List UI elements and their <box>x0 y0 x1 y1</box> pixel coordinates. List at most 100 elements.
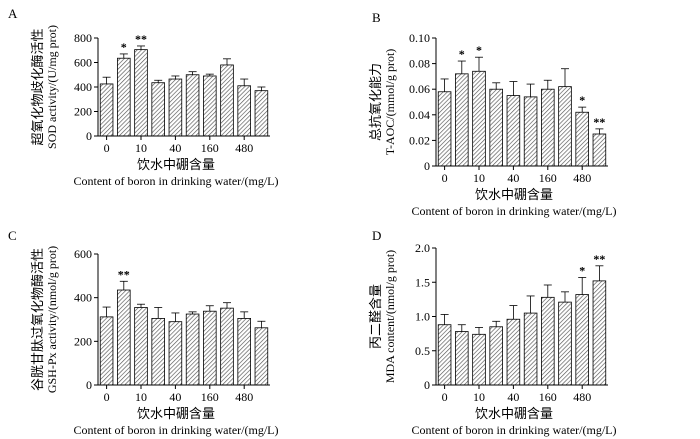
x-tick-label: 480 <box>573 171 591 185</box>
x-tick-label: 10 <box>135 390 147 404</box>
y-axis-title-en: GSH-Px activity/(nmol/g prot) <box>45 246 59 393</box>
bar <box>506 95 521 167</box>
y-tick-label: 2.0 <box>415 241 430 255</box>
y-tick-label: 0 <box>424 378 430 392</box>
y-tick-label: 800 <box>74 31 92 45</box>
y-tick-label: 0.06 <box>409 82 430 96</box>
bar <box>185 313 200 386</box>
bar <box>237 85 251 137</box>
y-tick-label: 0.08 <box>409 57 430 71</box>
x-axis-title-cn: 饮水中硼含量 <box>137 157 215 172</box>
bar <box>237 318 251 386</box>
bar <box>117 289 131 386</box>
bar <box>558 86 572 167</box>
x-axis-title-en: Content of boron in drinking water/(mg/L… <box>74 174 279 188</box>
bar <box>203 75 217 137</box>
y-tick-label: 0.02 <box>409 133 430 147</box>
x-tick-label: 40 <box>507 390 519 404</box>
y-tick-label: 200 <box>74 105 92 119</box>
y-axis-title-cn: 超氧化物歧化酶活性 <box>30 28 45 145</box>
significance-marker: * <box>476 43 482 57</box>
bar <box>220 307 234 386</box>
significance-marker: * <box>121 40 127 54</box>
x-tick-label: 10 <box>135 141 147 155</box>
bar <box>203 310 217 386</box>
y-tick-label: 0.04 <box>409 108 430 122</box>
x-axis-title-cn: 饮水中硼含量 <box>475 406 553 421</box>
bar <box>117 57 131 137</box>
panel-label: A <box>8 6 18 21</box>
x-axis-title-en: Content of boron in drinking water/(mg/L… <box>412 423 617 437</box>
x-tick-label: 0 <box>442 171 448 185</box>
y-tick-label: 200 <box>74 334 92 348</box>
x-tick-label: 480 <box>235 141 253 155</box>
bar <box>151 318 165 386</box>
significance-marker: * <box>579 263 585 277</box>
bar <box>455 73 469 167</box>
bar <box>437 91 452 167</box>
y-tick-label: 0 <box>424 159 430 173</box>
panel-c: C ** 0 200 400 600 0 10 40 160 480 饮水中硼含量 Content of… <box>8 228 278 437</box>
bar <box>220 64 234 137</box>
bar <box>472 70 486 167</box>
x-tick-label: 0 <box>104 390 110 404</box>
bar <box>134 307 148 386</box>
x-axis-title-cn: 饮水中硼含量 <box>475 187 553 202</box>
x-tick-label: 40 <box>169 390 181 404</box>
bar <box>592 133 607 167</box>
x-tick-label: 0 <box>104 141 110 155</box>
bar <box>99 83 114 137</box>
significance-marker: ** <box>135 32 147 46</box>
panel-label: D <box>372 228 381 243</box>
x-tick-label: 40 <box>169 141 181 155</box>
significance-marker: ** <box>118 267 130 281</box>
x-axis-title-cn: 饮水中硼含量 <box>137 406 215 421</box>
x-tick-label: 40 <box>507 171 519 185</box>
bar <box>254 327 269 386</box>
y-axis-title-en: SOD activity/(U/mg prot) <box>45 25 59 149</box>
bar <box>151 82 165 137</box>
y-tick-label: 1.5 <box>415 275 430 289</box>
significance-marker: * <box>579 93 585 107</box>
bar <box>506 318 521 386</box>
bar <box>185 74 200 137</box>
y-tick-label: 400 <box>74 291 92 305</box>
bar <box>541 88 555 167</box>
bar <box>592 280 607 386</box>
bar <box>168 321 183 386</box>
y-axis-title-en: MDA content/(nmol/g prot) <box>383 250 397 383</box>
y-tick-label: 0.5 <box>415 344 430 358</box>
bar <box>437 324 452 386</box>
bar <box>254 90 269 137</box>
y-axis-title-en: T-AOC/(mmol/g prot) <box>383 49 397 156</box>
bar <box>575 294 589 386</box>
bar <box>558 301 572 386</box>
x-tick-label: 160 <box>539 171 557 185</box>
y-tick-label: 1.0 <box>415 310 430 324</box>
y-tick-label: 600 <box>74 247 92 261</box>
x-tick-label: 160 <box>201 141 219 155</box>
panel-label: C <box>8 228 17 243</box>
x-tick-label: 160 <box>201 390 219 404</box>
y-axis-title-cn: 丙二醛含量 <box>368 284 383 349</box>
x-axis-title-en: Content of boron in drinking water/(mg/L… <box>74 423 279 437</box>
bar <box>575 111 589 167</box>
x-tick-label: 160 <box>539 390 557 404</box>
y-tick-label: 400 <box>74 80 92 94</box>
bar <box>523 312 538 386</box>
panel-d: D***00.51.01.52.00 10 40 160 480饮水中硼含量Conten… <box>368 228 616 437</box>
y-axis-title-cn: 谷胱甘肽过氧化物酶活性 <box>30 248 45 391</box>
significance-marker: * <box>459 47 465 61</box>
x-tick-label: 480 <box>235 390 253 404</box>
bar <box>99 316 114 386</box>
x-tick-label: 480 <box>573 390 591 404</box>
x-tick-label: 10 <box>473 171 485 185</box>
bar <box>489 326 503 386</box>
y-tick-label: 0 <box>86 378 92 392</box>
y-tick-label: 0 <box>86 129 92 143</box>
bar <box>472 333 486 386</box>
y-tick-label: 600 <box>74 56 92 70</box>
panel-b: B* ****00.020.040.060.080.100 10 40 160 480饮水… <box>368 10 616 218</box>
